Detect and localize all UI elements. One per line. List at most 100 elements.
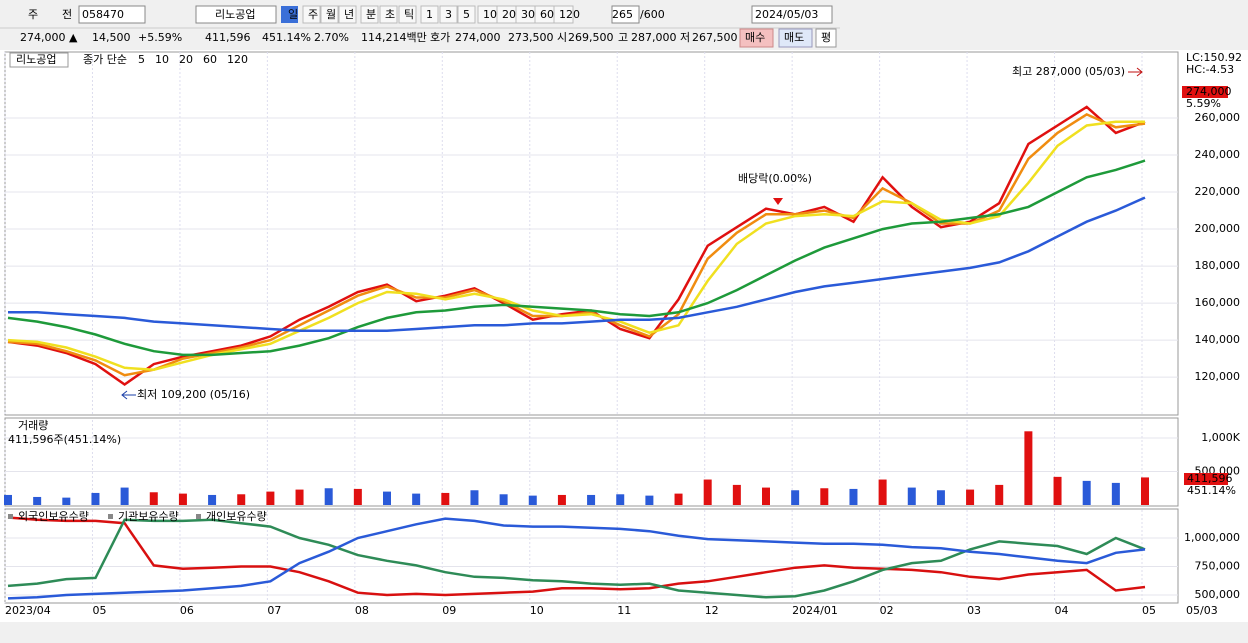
legend-swatch xyxy=(196,514,201,519)
toolbar-text[interactable]: 1 xyxy=(426,8,433,21)
volume-bar xyxy=(1024,431,1033,505)
legend-entry: 20 xyxy=(179,53,193,66)
scrollbar[interactable] xyxy=(0,622,1248,643)
toolbar-text[interactable]: 리노공업 xyxy=(215,8,255,21)
period-button[interactable] xyxy=(320,5,339,24)
legend-entry: 120 xyxy=(227,53,248,66)
toolbar-text[interactable]: 틱 xyxy=(404,8,414,21)
period-button[interactable] xyxy=(457,5,476,24)
series-line xyxy=(7,516,1146,597)
sell-button[interactable] xyxy=(778,28,813,48)
quote-text[interactable]: 매도 xyxy=(784,31,804,44)
annotation-dividend: 배당락(0.00%) xyxy=(738,172,812,185)
toolbar-text[interactable]: 265 xyxy=(612,8,633,21)
toolbar-text[interactable]: 20 xyxy=(502,8,516,21)
period-button[interactable] xyxy=(398,5,417,24)
volume-bar xyxy=(499,494,508,505)
quote-text: +5.59% xyxy=(138,31,182,44)
toolbar-text[interactable]: 월 xyxy=(326,8,336,21)
annotation-high: 최고 287,000 (05/03) xyxy=(1012,65,1125,78)
volume-bar xyxy=(587,494,596,505)
toolbar-text[interactable]: 주 xyxy=(308,8,318,21)
toolbar-text[interactable]: 058470 xyxy=(82,8,124,21)
volume-bar xyxy=(1111,482,1120,505)
volume-bar xyxy=(353,488,362,505)
quote-text: 274,000 ▲ xyxy=(20,31,78,44)
period-button[interactable] xyxy=(379,5,398,24)
period-button[interactable] xyxy=(360,5,379,24)
period-button[interactable] xyxy=(420,5,439,24)
y-tick-label: 200,000 xyxy=(1195,222,1241,235)
volume-bar xyxy=(878,479,887,505)
volume-bar xyxy=(674,493,683,505)
volume-bar xyxy=(324,488,333,505)
toolbar-text[interactable]: 10 xyxy=(483,8,497,21)
legend-prefix: 종가 단순 xyxy=(83,53,127,66)
volume-bar xyxy=(1053,476,1062,505)
toolbar-text[interactable]: 분 xyxy=(366,8,376,21)
series-line xyxy=(7,159,1146,357)
volume-bar xyxy=(62,497,71,505)
x-tick-label: 09 xyxy=(442,604,456,617)
avg-button[interactable] xyxy=(815,28,837,48)
toolbar-text[interactable]: 120 xyxy=(559,8,580,21)
volume-bar xyxy=(178,493,187,505)
name-box[interactable] xyxy=(195,5,277,24)
y-tick-label: 750,000 xyxy=(1195,560,1241,573)
toolbar-text[interactable]: 전 xyxy=(62,8,72,21)
series-line xyxy=(7,120,1145,371)
count-box[interactable] xyxy=(611,5,640,24)
legend-entry: 10 xyxy=(155,53,169,66)
y-tick-label: 180,000 xyxy=(1195,259,1241,272)
toolbar-text[interactable]: 2024/05/03 xyxy=(755,8,818,21)
period-button[interactable] xyxy=(302,5,321,24)
series-line xyxy=(7,518,1146,599)
toolbar-text[interactable]: 30 xyxy=(521,8,535,21)
x-tick-label: 2023/04 xyxy=(5,604,51,617)
volume-bar xyxy=(820,488,829,505)
period-button[interactable] xyxy=(439,5,458,24)
y-tick-label: 220,000 xyxy=(1195,185,1241,198)
legend-swatch xyxy=(8,514,13,519)
x-tick-label: 11 xyxy=(617,604,631,617)
volume-bar xyxy=(936,490,945,505)
side-label: 411,596 xyxy=(1187,472,1233,485)
quote-text: 269,500 xyxy=(568,31,614,44)
toolbar-text[interactable]: 일 xyxy=(288,7,298,21)
series-line xyxy=(7,517,1146,600)
side-label: 5.59% xyxy=(1186,97,1221,110)
quote-text: 451.14% xyxy=(262,31,311,44)
toolbar-text[interactable]: 3 xyxy=(445,8,452,21)
toolbar-text[interactable]: 60 xyxy=(540,8,554,21)
x-tick-label: 07 xyxy=(267,604,281,617)
y-tick-label: 240,000 xyxy=(1195,148,1241,161)
toolbar-text[interactable]: 주 xyxy=(28,8,38,21)
legend-entry: 개인보유수량 xyxy=(206,510,267,523)
legend-entry: 기관보유수량 xyxy=(118,510,179,523)
volume-bar xyxy=(791,490,800,505)
quote-text: 호가 xyxy=(430,31,450,44)
toolbar-text[interactable]: /600 xyxy=(640,8,665,21)
quote-text[interactable]: 매수 xyxy=(745,31,765,44)
volume-bar xyxy=(966,489,975,505)
code-input[interactable] xyxy=(78,5,146,24)
toolbar-text[interactable]: 초 xyxy=(385,8,395,21)
volume-bar xyxy=(907,487,916,505)
toolbar-text[interactable]: 5 xyxy=(463,8,470,21)
volume-bar xyxy=(528,495,537,505)
period-button[interactable] xyxy=(281,6,298,23)
volume-bar xyxy=(470,490,479,505)
period-button[interactable] xyxy=(553,5,574,24)
buy-button[interactable] xyxy=(739,28,774,48)
volume-bar xyxy=(120,487,129,505)
current-price-box xyxy=(1182,86,1228,98)
toolbar-text[interactable]: 년 xyxy=(344,8,354,21)
date-box[interactable] xyxy=(751,5,833,24)
chart-title: 리노공업 xyxy=(16,53,56,66)
period-button[interactable] xyxy=(338,5,357,24)
quote-text[interactable]: 평 xyxy=(821,31,831,44)
x-tick-label: 02 xyxy=(880,604,894,617)
volume-bar xyxy=(1082,480,1091,505)
side-label: 274,000 xyxy=(1186,85,1232,98)
